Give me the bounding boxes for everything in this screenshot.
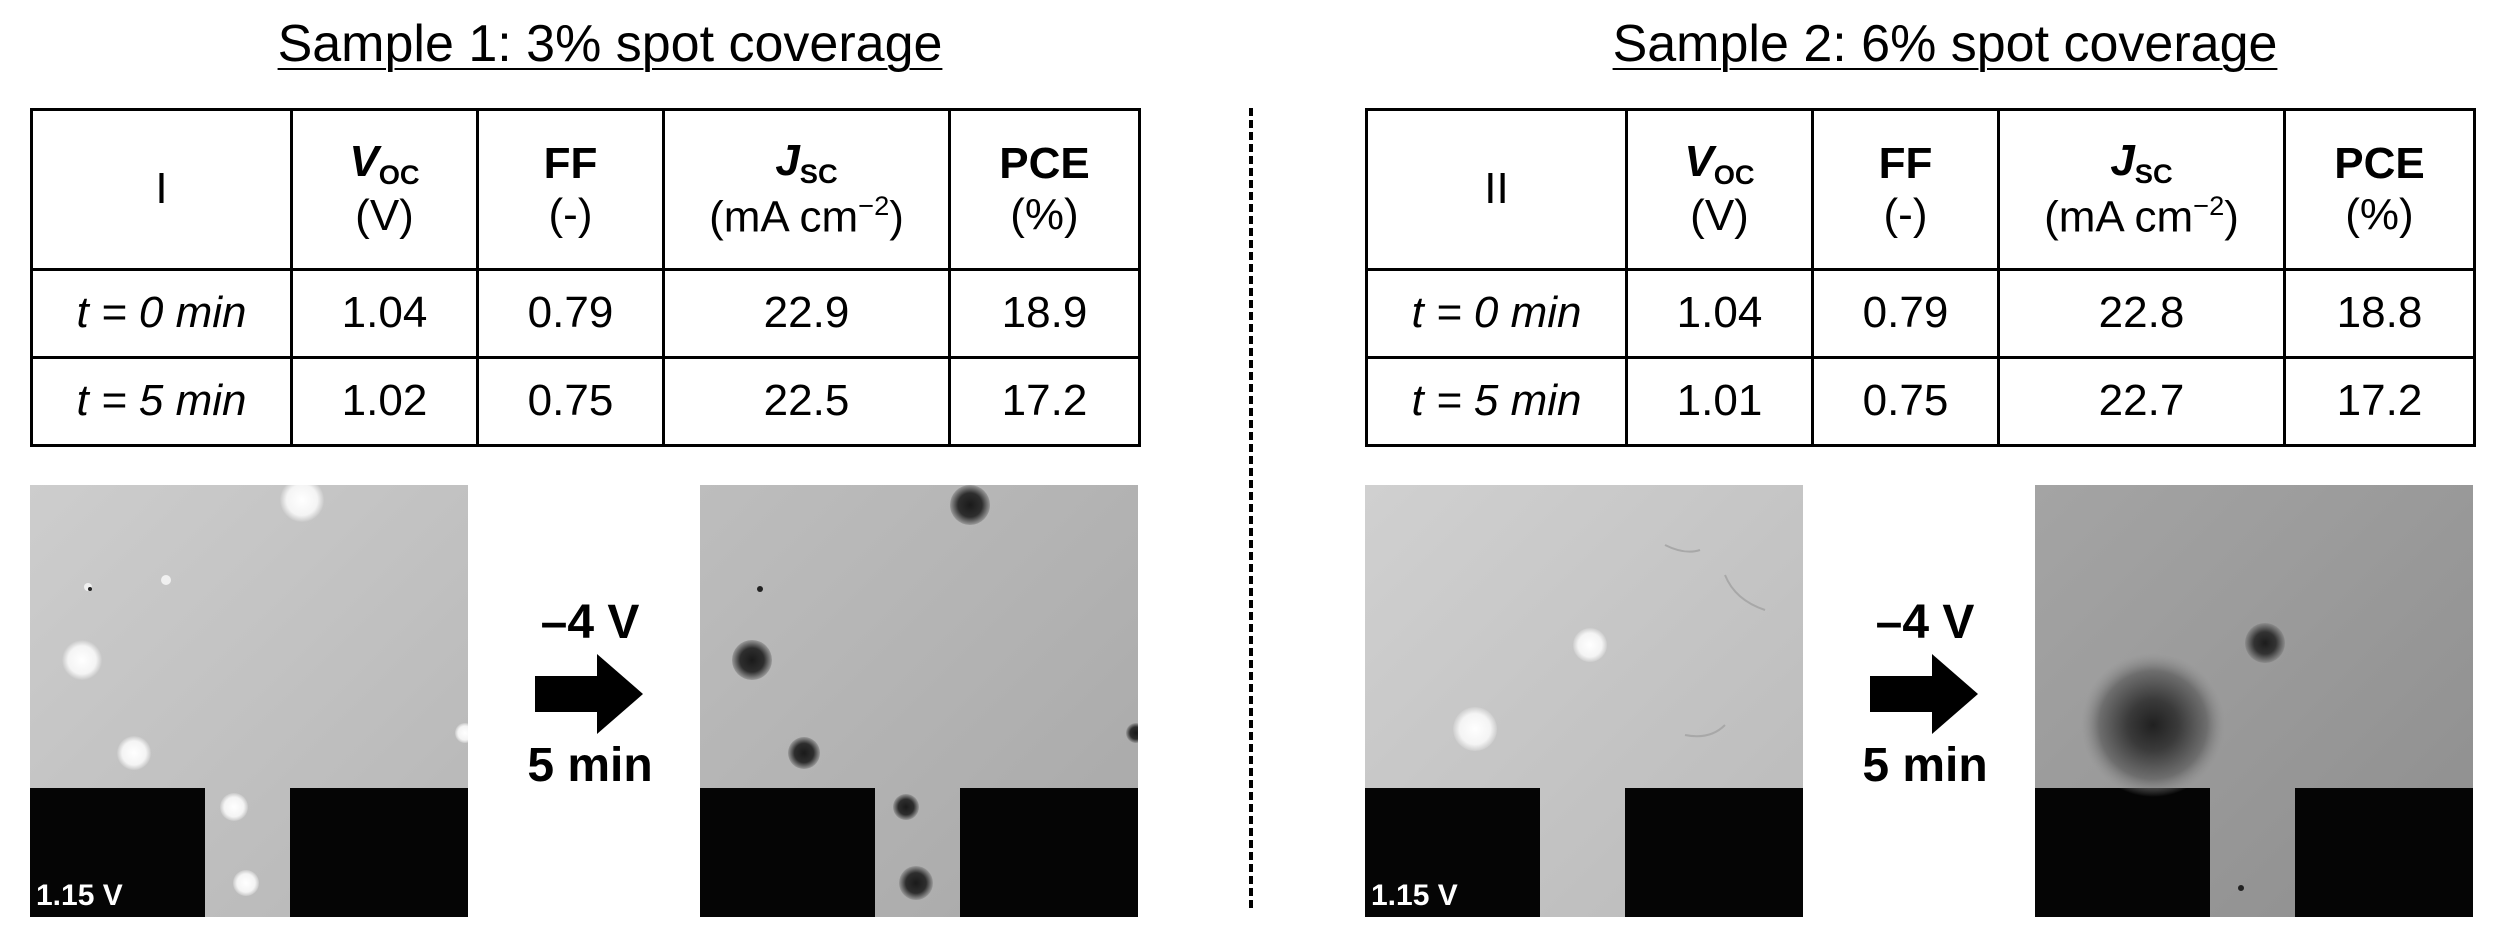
- cell-jsc: 22.8: [1997, 268, 2286, 359]
- cell-jsc: 22.7: [1997, 356, 2286, 447]
- header-jsc: JSC (mA cm−2): [662, 108, 951, 271]
- el-image-before: 1.15 V: [30, 485, 468, 917]
- row-label: t = 5 min: [30, 356, 293, 447]
- results-table: I VOC (V) FF (-) JSC (mA cm−2) PCE (%) t…: [30, 108, 1141, 447]
- arrow-right-icon: [1870, 654, 1978, 734]
- panel-title: Sample 2: 6% spot coverage: [1612, 15, 2278, 73]
- arrow-duration: 5 min: [1862, 739, 1988, 792]
- cell-ff: 0.75: [1811, 356, 2000, 447]
- results-table: II VOC (V) FF (-) JSC (mA cm−2) PCE (%) …: [1365, 108, 2476, 447]
- table-header-row: I VOC (V) FF (-) JSC (mA cm−2) PCE (%): [30, 108, 1141, 271]
- arrow-right-icon: [535, 654, 643, 734]
- cell-pce: 17.2: [948, 356, 1141, 447]
- row-label: t = 5 min: [1365, 356, 1628, 447]
- table-row: t = 5 min 1.02 0.75 22.5 17.2: [30, 356, 1141, 447]
- cell-jsc: 22.9: [662, 268, 951, 359]
- sample-label: II: [1365, 108, 1628, 271]
- sample-label: I: [30, 108, 293, 271]
- cell-voc: 1.04: [290, 268, 479, 359]
- table-row: t = 0 min 1.04 0.79 22.9 18.9: [30, 268, 1141, 359]
- cell-voc: 1.02: [290, 356, 479, 447]
- arrow-voltage: –4 V: [540, 596, 640, 649]
- cell-voc: 1.01: [1625, 356, 1814, 447]
- cell-pce: 18.9: [948, 268, 1141, 359]
- header-voc: VOC (V): [290, 108, 479, 271]
- voltage-label: 1.15 V: [1371, 879, 1458, 912]
- header-ff: FF (-): [1811, 108, 2000, 271]
- cell-pce: 18.8: [2283, 268, 2476, 359]
- arrow-duration: 5 min: [527, 739, 653, 792]
- header-ff: FF (-): [476, 108, 665, 271]
- panel-sample-2: Sample 2: 6% spot coverage II VOC (V) FF…: [1365, 0, 2500, 945]
- header-pce: PCE (%): [2283, 108, 2476, 271]
- cell-ff: 0.75: [476, 356, 665, 447]
- cell-voc: 1.04: [1625, 268, 1814, 359]
- cell-ff: 0.79: [476, 268, 665, 359]
- header-voc: VOC (V): [1625, 108, 1814, 271]
- table-row: t = 0 min 1.04 0.79 22.8 18.8: [1365, 268, 2476, 359]
- el-image-after: [700, 485, 1138, 917]
- row-label: t = 0 min: [30, 268, 293, 359]
- header-pce: PCE (%): [948, 108, 1141, 271]
- cell-pce: 17.2: [2283, 356, 2476, 447]
- table-row: t = 5 min 1.01 0.75 22.7 17.2: [1365, 356, 2476, 447]
- treatment-arrow: –4 V 5 min: [1855, 595, 1995, 793]
- el-image-before: 1.15 V: [1365, 485, 1803, 917]
- arrow-voltage: –4 V: [1875, 596, 1975, 649]
- cell-jsc: 22.5: [662, 356, 951, 447]
- treatment-arrow: –4 V 5 min: [520, 595, 660, 793]
- panel-divider: [1249, 108, 1253, 908]
- table-header-row: II VOC (V) FF (-) JSC (mA cm−2) PCE (%): [1365, 108, 2476, 271]
- voltage-label: 1.15 V: [36, 879, 123, 912]
- panel-title: Sample 1: 3% spot coverage: [277, 15, 943, 73]
- panel-sample-1: Sample 1: 3% spot coverage I VOC (V) FF …: [30, 0, 1190, 945]
- el-image-after: [2035, 485, 2473, 917]
- header-jsc: JSC (mA cm−2): [1997, 108, 2286, 271]
- row-label: t = 0 min: [1365, 268, 1628, 359]
- cell-ff: 0.79: [1811, 268, 2000, 359]
